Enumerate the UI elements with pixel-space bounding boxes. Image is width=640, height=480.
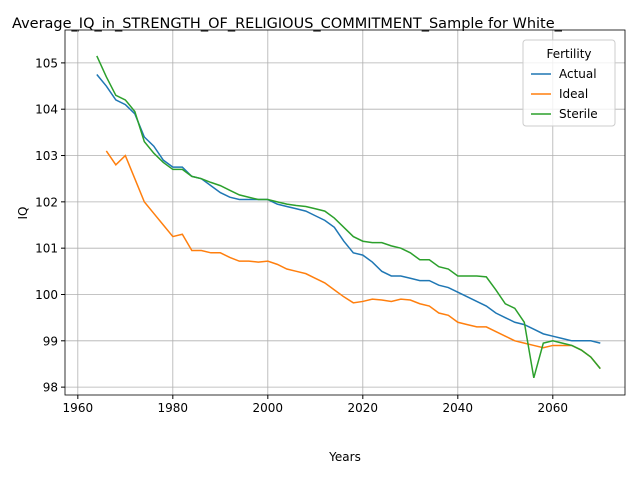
- chart-title: Average_IQ_in_STRENGTH_OF_RELIGIOUS_COMM…: [12, 16, 563, 32]
- x-tick-label: 2040: [443, 401, 474, 415]
- x-tick-label: 2000: [253, 401, 284, 415]
- x-tick-label: 2060: [538, 401, 569, 415]
- x-tick-label: 1980: [158, 401, 189, 415]
- y-tick-label: 102: [35, 195, 58, 209]
- x-tick-label: 1960: [63, 401, 94, 415]
- y-axis-label: IQ: [16, 207, 30, 220]
- y-tick-label: 98: [43, 381, 58, 395]
- legend-label: Ideal: [559, 87, 588, 101]
- y-tick-label: 104: [35, 103, 58, 117]
- legend-label: Sterile: [559, 107, 598, 121]
- y-tick-label: 103: [35, 149, 58, 163]
- legend-box: [522, 39, 616, 127]
- line-series: [105, 150, 601, 370]
- y-tick-label: 99: [43, 334, 58, 348]
- x-tick-label: 2020: [348, 401, 379, 415]
- line-series: [96, 73, 601, 344]
- x-axis-label: Years: [328, 450, 361, 464]
- y-tick-label: 101: [35, 242, 58, 256]
- plot-frame: [64, 29, 626, 396]
- legend-title: Fertility: [546, 47, 591, 61]
- line-series: [96, 55, 601, 379]
- y-tick-label: 105: [35, 56, 58, 70]
- legend-label: Actual: [559, 67, 597, 81]
- y-tick-label: 100: [35, 288, 58, 302]
